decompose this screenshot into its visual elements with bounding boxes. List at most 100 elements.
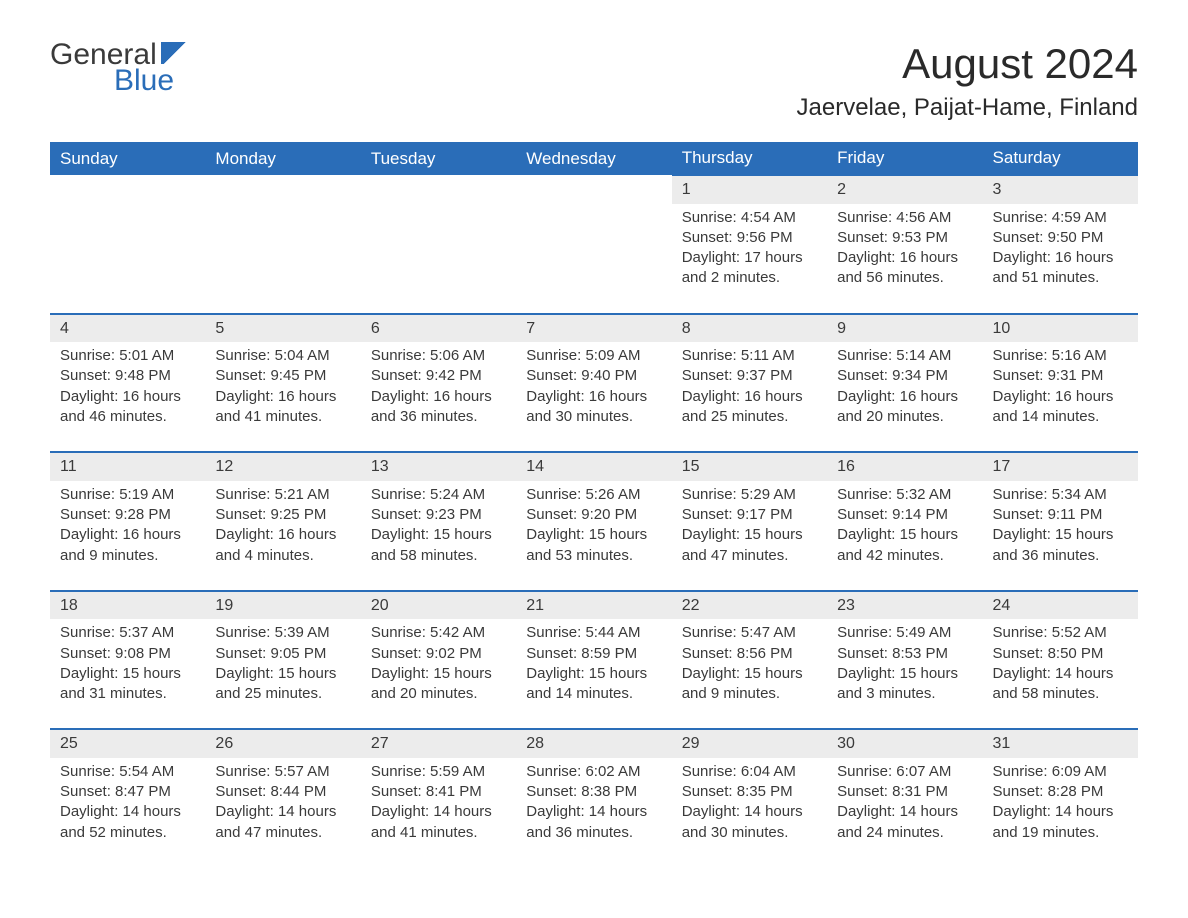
day2-text: and 36 minutes.	[993, 546, 1128, 566]
col-thursday: Thursday	[672, 142, 827, 175]
day-details: Sunrise: 6:09 AMSunset: 8:28 PMDaylight:…	[983, 758, 1138, 867]
day1-text: Daylight: 15 hours	[526, 525, 661, 545]
page-title: August 2024	[797, 40, 1139, 88]
sunset-text: Sunset: 9:28 PM	[60, 505, 195, 525]
detail-row: Sunrise: 5:37 AMSunset: 9:08 PMDaylight:…	[50, 619, 1138, 729]
day2-text: and 4 minutes.	[215, 546, 350, 566]
sunrise-text: Sunrise: 5:42 AM	[371, 623, 506, 643]
day2-text: and 9 minutes.	[682, 684, 817, 704]
sunrise-text: Sunrise: 4:54 AM	[682, 208, 817, 228]
sunset-text: Sunset: 8:41 PM	[371, 782, 506, 802]
day-details: Sunrise: 5:09 AMSunset: 9:40 PMDaylight:…	[516, 342, 671, 452]
day-number: 11	[50, 452, 205, 481]
sunrise-text: Sunrise: 5:06 AM	[371, 346, 506, 366]
day-number: 15	[672, 452, 827, 481]
empty-cell	[516, 204, 671, 314]
sunrise-text: Sunrise: 5:19 AM	[60, 485, 195, 505]
day-number: 7	[516, 314, 671, 343]
detail-row: Sunrise: 5:54 AMSunset: 8:47 PMDaylight:…	[50, 758, 1138, 867]
sunset-text: Sunset: 8:38 PM	[526, 782, 661, 802]
empty-cell	[361, 175, 516, 204]
daynum-row: 25262728293031	[50, 729, 1138, 758]
day2-text: and 3 minutes.	[837, 684, 972, 704]
sunrise-text: Sunrise: 5:34 AM	[993, 485, 1128, 505]
day2-text: and 51 minutes.	[993, 268, 1128, 288]
sunset-text: Sunset: 9:20 PM	[526, 505, 661, 525]
day1-text: Daylight: 14 hours	[215, 802, 350, 822]
sunset-text: Sunset: 9:14 PM	[837, 505, 972, 525]
day-number: 21	[516, 591, 671, 620]
col-wednesday: Wednesday	[516, 142, 671, 175]
day1-text: Daylight: 15 hours	[371, 525, 506, 545]
sunset-text: Sunset: 9:45 PM	[215, 366, 350, 386]
daynum-row: 45678910	[50, 314, 1138, 343]
day-number: 4	[50, 314, 205, 343]
day-details: Sunrise: 5:06 AMSunset: 9:42 PMDaylight:…	[361, 342, 516, 452]
detail-row: Sunrise: 5:01 AMSunset: 9:48 PMDaylight:…	[50, 342, 1138, 452]
day-number: 27	[361, 729, 516, 758]
sunset-text: Sunset: 9:17 PM	[682, 505, 817, 525]
day-number: 3	[983, 175, 1138, 204]
sunset-text: Sunset: 8:59 PM	[526, 644, 661, 664]
sunset-text: Sunset: 8:50 PM	[993, 644, 1128, 664]
day-number: 20	[361, 591, 516, 620]
day-details: Sunrise: 5:19 AMSunset: 9:28 PMDaylight:…	[50, 481, 205, 591]
empty-cell	[205, 204, 360, 314]
sunrise-text: Sunrise: 5:11 AM	[682, 346, 817, 366]
day1-text: Daylight: 16 hours	[993, 387, 1128, 407]
day1-text: Daylight: 16 hours	[60, 387, 195, 407]
day2-text: and 41 minutes.	[215, 407, 350, 427]
day1-text: Daylight: 15 hours	[837, 664, 972, 684]
sunset-text: Sunset: 8:44 PM	[215, 782, 350, 802]
day-number: 5	[205, 314, 360, 343]
day-details: Sunrise: 5:11 AMSunset: 9:37 PMDaylight:…	[672, 342, 827, 452]
sunrise-text: Sunrise: 6:07 AM	[837, 762, 972, 782]
sail-icon	[161, 42, 189, 64]
day-number: 8	[672, 314, 827, 343]
day2-text: and 46 minutes.	[60, 407, 195, 427]
sunset-text: Sunset: 9:34 PM	[837, 366, 972, 386]
sunset-text: Sunset: 9:56 PM	[682, 228, 817, 248]
sunrise-text: Sunrise: 5:29 AM	[682, 485, 817, 505]
day-number: 26	[205, 729, 360, 758]
empty-cell	[50, 204, 205, 314]
day2-text: and 2 minutes.	[682, 268, 817, 288]
sunset-text: Sunset: 9:42 PM	[371, 366, 506, 386]
page-subtitle: Jaervelae, Paijat-Hame, Finland	[797, 94, 1139, 122]
day-details: Sunrise: 5:49 AMSunset: 8:53 PMDaylight:…	[827, 619, 982, 729]
day-details: Sunrise: 6:07 AMSunset: 8:31 PMDaylight:…	[827, 758, 982, 867]
sunset-text: Sunset: 9:11 PM	[993, 505, 1128, 525]
sunset-text: Sunset: 9:37 PM	[682, 366, 817, 386]
sunset-text: Sunset: 9:25 PM	[215, 505, 350, 525]
day1-text: Daylight: 16 hours	[215, 525, 350, 545]
daynum-row: 11121314151617	[50, 452, 1138, 481]
day-number: 23	[827, 591, 982, 620]
day1-text: Daylight: 16 hours	[526, 387, 661, 407]
day2-text: and 53 minutes.	[526, 546, 661, 566]
logo-text-blue: Blue	[114, 66, 189, 96]
day-details: Sunrise: 5:52 AMSunset: 8:50 PMDaylight:…	[983, 619, 1138, 729]
day-details: Sunrise: 5:47 AMSunset: 8:56 PMDaylight:…	[672, 619, 827, 729]
day2-text: and 47 minutes.	[215, 823, 350, 843]
calendar-table: Sunday Monday Tuesday Wednesday Thursday…	[50, 142, 1138, 867]
day2-text: and 30 minutes.	[526, 407, 661, 427]
day-details: Sunrise: 6:04 AMSunset: 8:35 PMDaylight:…	[672, 758, 827, 867]
day2-text: and 25 minutes.	[682, 407, 817, 427]
day-number: 24	[983, 591, 1138, 620]
day-details: Sunrise: 5:54 AMSunset: 8:47 PMDaylight:…	[50, 758, 205, 867]
day2-text: and 19 minutes.	[993, 823, 1128, 843]
day1-text: Daylight: 16 hours	[837, 387, 972, 407]
day2-text: and 56 minutes.	[837, 268, 972, 288]
calendar-header-row: Sunday Monday Tuesday Wednesday Thursday…	[50, 142, 1138, 175]
empty-cell	[361, 204, 516, 314]
day-details: Sunrise: 5:04 AMSunset: 9:45 PMDaylight:…	[205, 342, 360, 452]
sunrise-text: Sunrise: 5:39 AM	[215, 623, 350, 643]
day-number: 25	[50, 729, 205, 758]
day1-text: Daylight: 15 hours	[682, 664, 817, 684]
day1-text: Daylight: 16 hours	[215, 387, 350, 407]
day-details: Sunrise: 5:57 AMSunset: 8:44 PMDaylight:…	[205, 758, 360, 867]
day1-text: Daylight: 15 hours	[60, 664, 195, 684]
col-monday: Monday	[205, 142, 360, 175]
col-tuesday: Tuesday	[361, 142, 516, 175]
day-number: 9	[827, 314, 982, 343]
